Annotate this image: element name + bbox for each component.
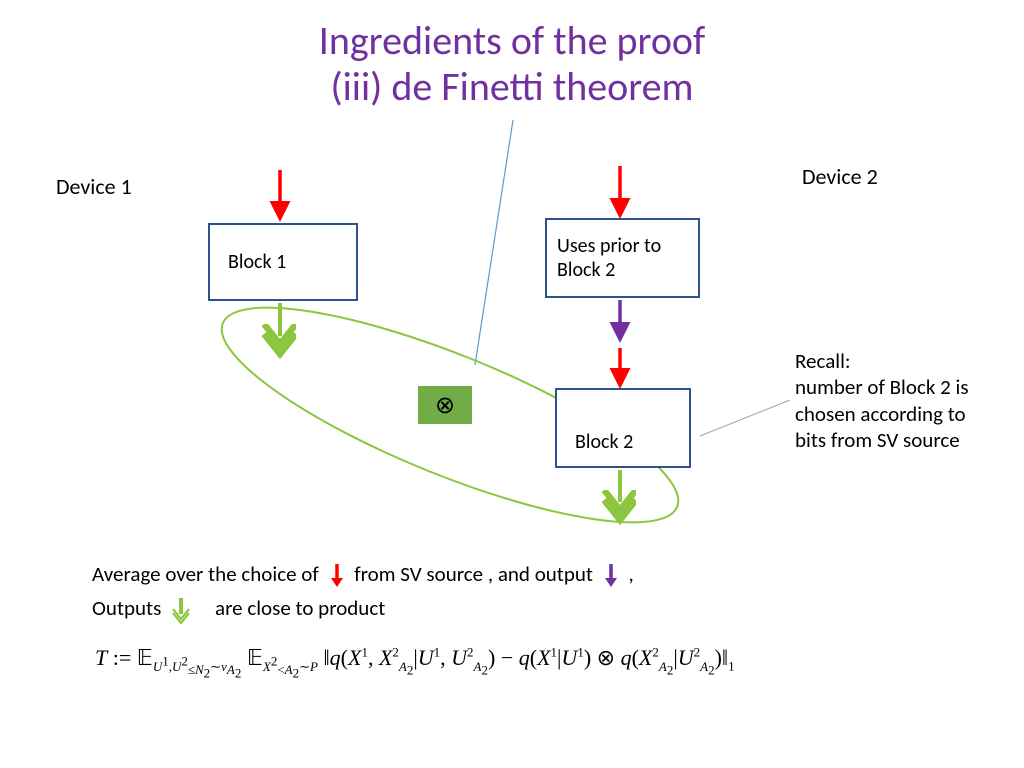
inline-green-arrow-icon bbox=[170, 596, 192, 624]
recall-l1: Recall: bbox=[795, 348, 851, 374]
box-prior-text: Uses prior to Block 2 bbox=[557, 234, 661, 282]
box-block-1-text: Block 1 bbox=[228, 250, 286, 274]
formula-text: T := 𝔼U1,U2≤N2∼νA2 𝔼X2<A2∼P ‖q(X1, X2A2|… bbox=[95, 645, 735, 670]
bottom-line2b: are close to product bbox=[215, 595, 385, 621]
label-device-2: Device 2 bbox=[802, 163, 878, 190]
inline-purple-arrow-icon bbox=[602, 562, 620, 590]
recall-connector-line bbox=[700, 400, 790, 436]
bottom-part1: Average over the choice of bbox=[92, 561, 319, 587]
box-block-1: Block 1 bbox=[208, 223, 358, 301]
recall-note: Recall: number of Block 2 is chosen acco… bbox=[795, 348, 995, 453]
bottom-line2a: Outputs bbox=[92, 595, 161, 621]
bottom-summary: Average over the choice of from SV sourc… bbox=[92, 558, 952, 625]
inline-red-arrow-icon bbox=[328, 562, 346, 590]
bottom-part3: , bbox=[628, 561, 633, 587]
box-block-2: Block 2 bbox=[555, 388, 691, 468]
tensor-symbol: ⊗ bbox=[435, 391, 455, 420]
label-device-1: Device 1 bbox=[56, 173, 132, 200]
tensor-product-box: ⊗ bbox=[418, 386, 472, 424]
formula-definition: T := 𝔼U1,U2≤N2∼νA2 𝔼X2<A2∼P ‖q(X1, X2A2|… bbox=[95, 645, 735, 682]
box-prior-block-2: Uses prior to Block 2 bbox=[545, 218, 700, 298]
box-block-2-text: Block 2 bbox=[575, 430, 633, 454]
bottom-part2: from SV source , and output bbox=[354, 561, 593, 587]
recall-l2: number of Block 2 is chosen according to… bbox=[795, 374, 969, 453]
title-connector-line bbox=[475, 120, 513, 365]
